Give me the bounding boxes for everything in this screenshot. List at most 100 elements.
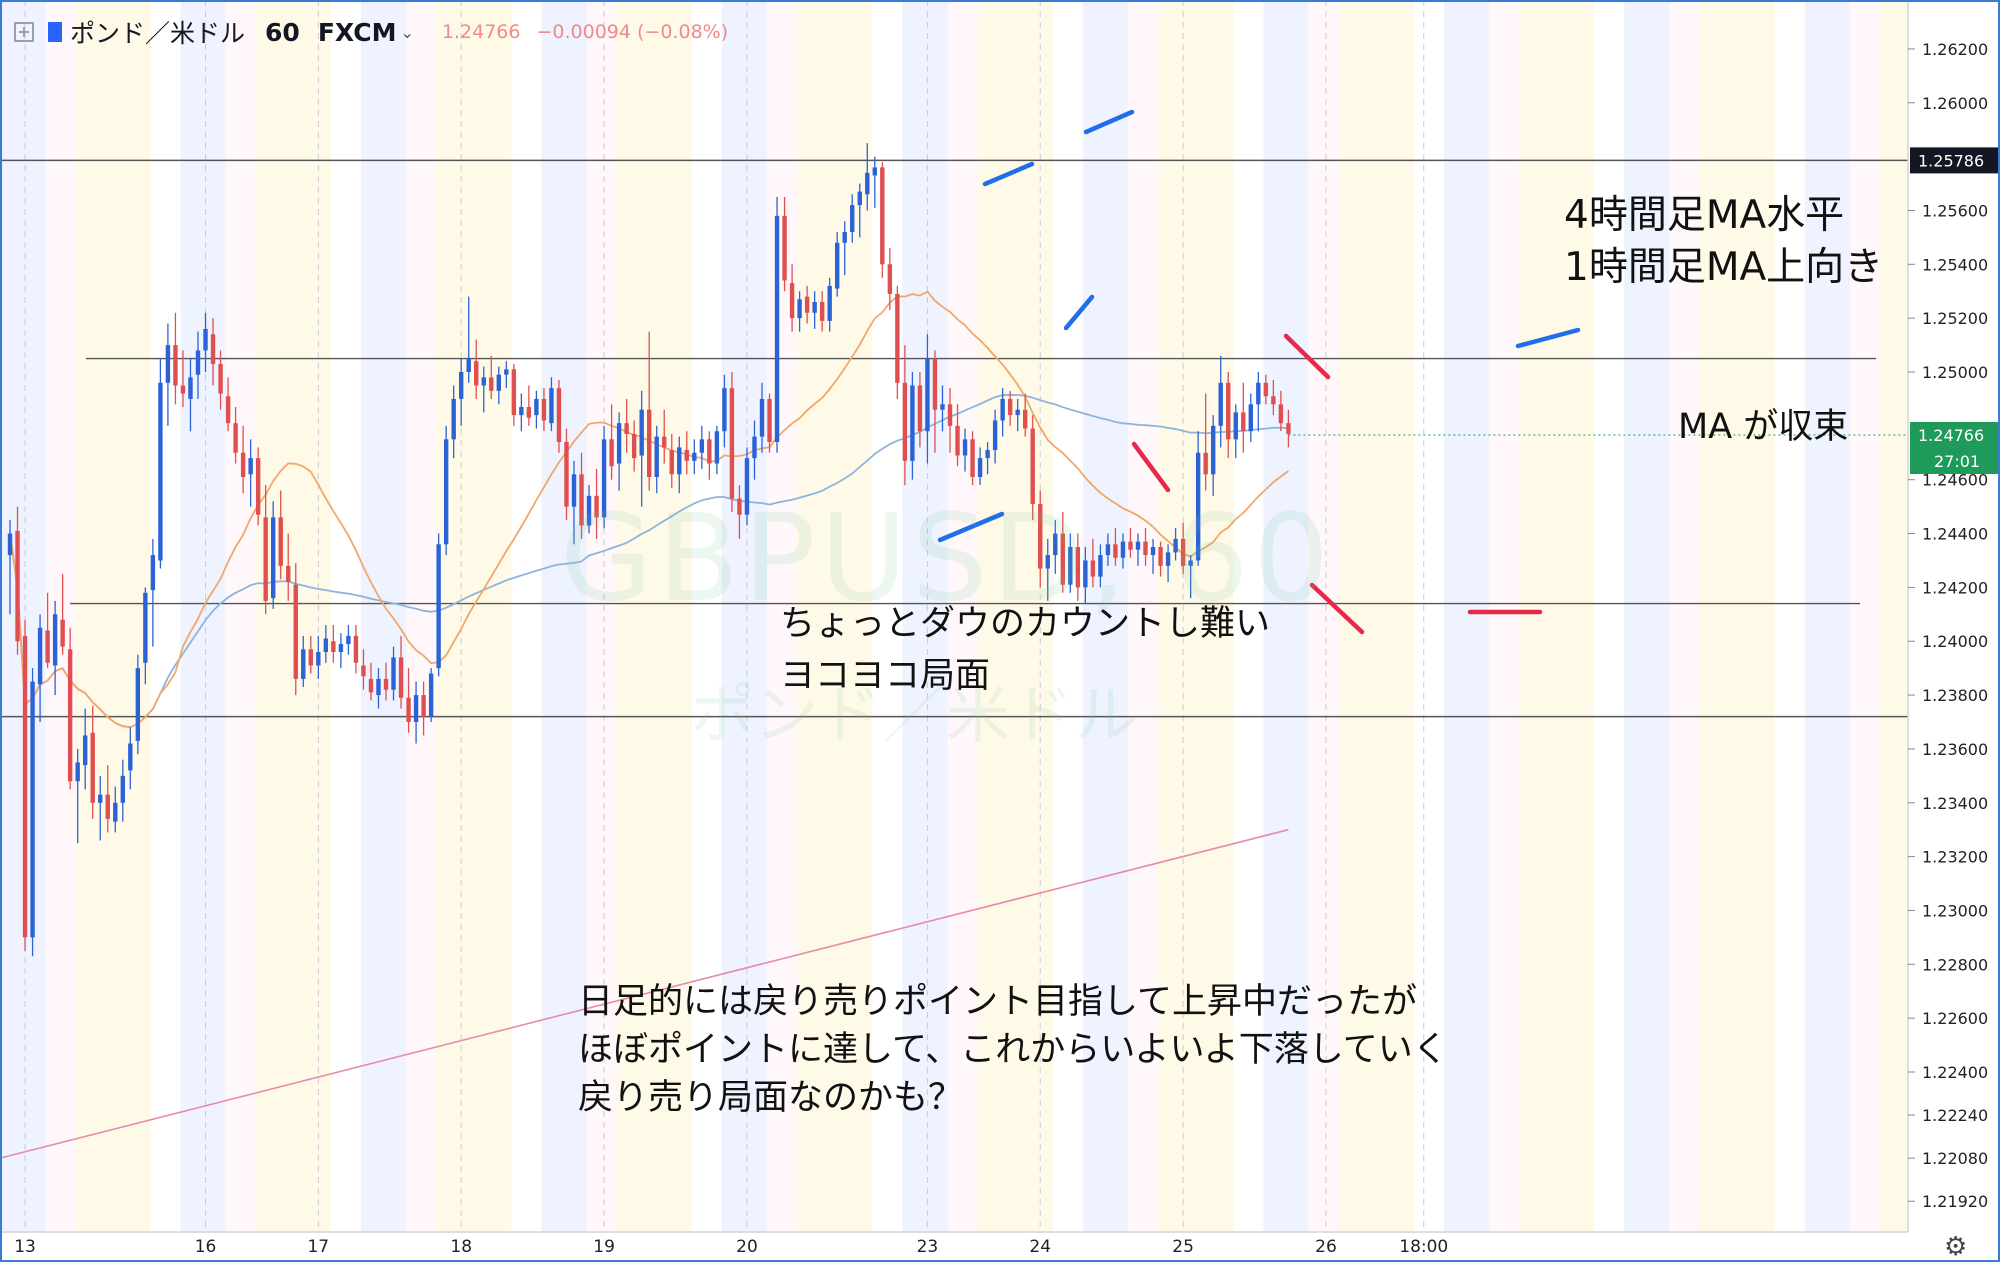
candle-body[interactable]: [835, 242, 840, 289]
candle-body[interactable]: [872, 167, 877, 176]
candle-body[interactable]: [744, 458, 750, 515]
candle-body[interactable]: [391, 657, 396, 690]
candle-body[interactable]: [556, 388, 562, 442]
candle-body[interactable]: [1045, 555, 1050, 569]
candle-body[interactable]: [105, 794, 110, 819]
candle-body[interactable]: [504, 369, 509, 375]
candle-body[interactable]: [203, 328, 208, 351]
candle-body[interactable]: [985, 450, 990, 459]
candle-body[interactable]: [52, 614, 58, 666]
candle-body[interactable]: [759, 398, 765, 437]
candle-body[interactable]: [353, 635, 359, 663]
candle-body[interactable]: [7, 533, 13, 556]
candle-body[interactable]: [451, 398, 456, 440]
candle-body[interactable]: [955, 425, 960, 456]
candle-body[interactable]: [1286, 423, 1291, 434]
candle-body[interactable]: [541, 398, 547, 421]
candle-body[interactable]: [376, 678, 381, 696]
candle-body[interactable]: [75, 762, 80, 782]
candle-body[interactable]: [180, 385, 186, 394]
candle-body[interactable]: [1143, 541, 1148, 556]
candle-body[interactable]: [752, 436, 757, 459]
candle-body[interactable]: [278, 517, 283, 566]
candle-body[interactable]: [1256, 382, 1261, 405]
candle-body[interactable]: [158, 382, 163, 561]
candle-body[interactable]: [443, 439, 449, 545]
candle-body[interactable]: [406, 697, 411, 722]
candle-body[interactable]: [1053, 533, 1058, 556]
candle-body[interactable]: [436, 544, 441, 669]
symbol-name[interactable]: ポンド／米ドル: [70, 19, 246, 48]
candle-body[interactable]: [173, 345, 178, 386]
candle-body[interactable]: [1083, 560, 1088, 588]
candle-body[interactable]: [1158, 547, 1163, 566]
candle-body[interactable]: [729, 388, 735, 499]
add-symbol-icon[interactable]: [14, 22, 34, 42]
candle-body[interactable]: [737, 498, 742, 515]
candle-body[interactable]: [827, 285, 832, 321]
candle-body[interactable]: [1075, 547, 1081, 588]
candle-body[interactable]: [15, 530, 20, 642]
candle-body[interactable]: [233, 423, 238, 453]
candle-body[interactable]: [489, 377, 494, 391]
candle-body[interactable]: [98, 794, 103, 803]
candle-body[interactable]: [519, 407, 524, 416]
candle-body[interactable]: [240, 452, 246, 477]
candle-body[interactable]: [225, 396, 231, 424]
candle-body[interactable]: [1165, 552, 1171, 566]
candle-body[interactable]: [857, 191, 862, 206]
candle-body[interactable]: [601, 439, 607, 518]
candle-body[interactable]: [308, 649, 313, 666]
candle-body[interactable]: [767, 398, 772, 442]
candle-body[interactable]: [271, 517, 276, 599]
candle-body[interactable]: [361, 665, 366, 677]
candle-body[interactable]: [30, 681, 35, 938]
candle-body[interactable]: [895, 293, 900, 383]
candle-body[interactable]: [1120, 541, 1126, 558]
candle-body[interactable]: [1015, 409, 1020, 416]
candle-body[interactable]: [1128, 541, 1133, 550]
candle-body[interactable]: [67, 649, 73, 782]
candle-body[interactable]: [286, 565, 291, 582]
candle-body[interactable]: [210, 334, 216, 364]
candle-body[interactable]: [714, 431, 720, 464]
candle-body[interactable]: [1030, 428, 1035, 504]
candle-body[interactable]: [692, 452, 697, 461]
candle-body[interactable]: [707, 439, 712, 464]
candle-body[interactable]: [1248, 404, 1253, 432]
candle-body[interactable]: [1180, 538, 1186, 566]
source-label[interactable]: FXCM: [317, 17, 397, 47]
candle-body[interactable]: [135, 668, 141, 741]
candle-body[interactable]: [1226, 382, 1231, 440]
candle-body[interactable]: [474, 361, 479, 386]
candle-body[interactable]: [1188, 560, 1193, 566]
candle-body[interactable]: [1218, 382, 1223, 426]
candle-body[interactable]: [218, 363, 223, 394]
candle-body[interactable]: [1278, 404, 1284, 424]
chevron-down-icon[interactable]: ⌄: [400, 22, 414, 42]
candle-body[interactable]: [865, 172, 870, 195]
candle-body[interactable]: [37, 627, 43, 685]
candle-body[interactable]: [880, 167, 885, 265]
candle-body[interactable]: [684, 450, 689, 461]
candle-body[interactable]: [398, 657, 404, 698]
candle-body[interactable]: [368, 678, 374, 693]
candle-body[interactable]: [970, 439, 975, 477]
candle-body[interactable]: [150, 555, 156, 591]
candle-body[interactable]: [910, 385, 915, 461]
candle-body[interactable]: [669, 450, 674, 475]
candle-body[interactable]: [301, 649, 306, 679]
candle-body[interactable]: [662, 436, 667, 448]
candle-body[interactable]: [804, 296, 810, 313]
gear-icon[interactable]: ⚙: [1944, 1232, 1968, 1262]
candle-body[interactable]: [940, 404, 945, 410]
candle-body[interactable]: [1038, 503, 1043, 569]
candle-body[interactable]: [1090, 560, 1096, 577]
candle-body[interactable]: [647, 409, 652, 477]
candle-body[interactable]: [1023, 409, 1028, 429]
candle-body[interactable]: [789, 283, 795, 319]
candle-body[interactable]: [1203, 452, 1208, 475]
candle-body[interactable]: [263, 517, 268, 601]
candle-body[interactable]: [316, 652, 321, 666]
